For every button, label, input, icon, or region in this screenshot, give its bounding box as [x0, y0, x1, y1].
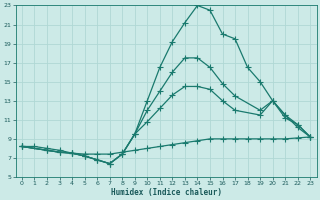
X-axis label: Humidex (Indice chaleur): Humidex (Indice chaleur) — [111, 188, 221, 197]
